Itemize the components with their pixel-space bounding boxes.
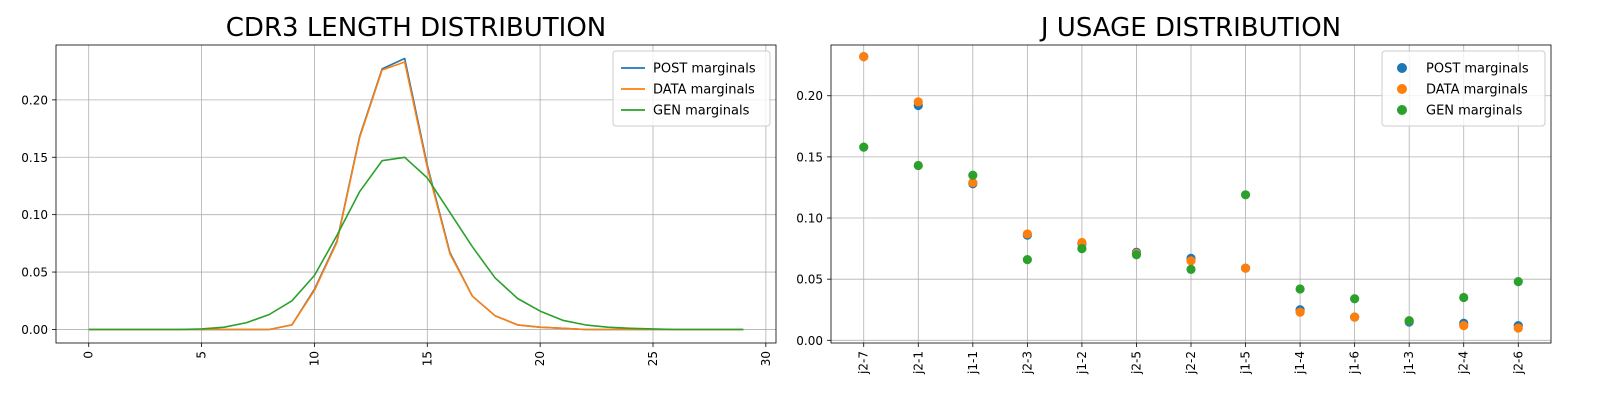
point-gen-marginals-j1-6	[1350, 294, 1360, 304]
y-tick-label: 0.15	[796, 150, 823, 164]
legend-label-data-marginals: DATA marginals	[653, 83, 755, 98]
x-tick-label: j1-3	[1402, 351, 1416, 375]
series-gen-marginals	[859, 142, 1523, 326]
point-data-marginals-j2-4	[1459, 321, 1469, 331]
legend-label-data-marginals: DATA marginals	[1426, 83, 1528, 98]
x-tick-label: j2-7	[857, 351, 871, 375]
legend-box	[1381, 50, 1546, 127]
point-gen-marginals-j2-2	[1186, 264, 1196, 274]
x-tick-label: j1-6	[1348, 351, 1362, 375]
legend-swatch-gen-marginals	[1397, 105, 1407, 115]
y-tick-label: 0.05	[796, 273, 823, 287]
point-gen-marginals-j1-2	[1077, 243, 1087, 254]
y-tick-label: 0.20	[796, 89, 823, 103]
point-gen-marginals-j1-5	[1240, 190, 1251, 200]
x-tick-label: 5	[195, 351, 209, 359]
x-tick-label: j2-6	[1511, 351, 1525, 375]
legend-label-gen-marginals: GEN marginals	[1426, 104, 1523, 119]
point-data-marginals-j2-3	[1022, 229, 1032, 239]
legend-swatch-post-marginals	[1397, 63, 1407, 73]
x-tick-label: j2-4	[1457, 351, 1471, 375]
point-data-marginals-j2-1	[913, 97, 923, 107]
x-tick-label: j2-1	[911, 351, 925, 375]
x-tick-label: 0	[82, 351, 96, 359]
legend: POST marginals DATA marginals GEN marginal…	[612, 50, 771, 127]
legend-box	[612, 50, 771, 127]
point-gen-marginals-j1-4	[1295, 284, 1305, 294]
x-tick-label: 25	[646, 351, 660, 366]
chart-cdr3-length: CDR3 LENGTH DISTRIBUTION 0 5 10 15 20 25 30 0.00…	[21, 13, 777, 366]
point-data-marginals-j2-7	[859, 52, 869, 62]
plot-frame	[55, 44, 777, 344]
point-gen-marginals-j2-4	[1459, 292, 1469, 303]
point-gen-marginals-j2-6	[1513, 277, 1523, 287]
legend-label-post-marginals: POST marginals	[653, 62, 756, 77]
x-tick-label: 20	[533, 351, 547, 366]
point-gen-marginals-j1-3	[1404, 316, 1414, 326]
y-grid	[56, 99, 776, 330]
point-gen-marginals-j2-5	[1131, 250, 1142, 260]
x-tick-label: j2-2	[1184, 351, 1198, 375]
y-tick-label: 0.10	[21, 208, 48, 222]
chart-title: CDR3 LENGTH DISTRIBUTION	[226, 13, 606, 43]
y-tick-label: 0.00	[21, 323, 48, 337]
x-tick-label: j1-4	[1293, 351, 1307, 375]
chart-j-usage: J USAGE DISTRIBUTION j2-7 j2-1 j1-1 j2-3 j1-2…	[796, 13, 1552, 375]
x-tick-label: 30	[759, 351, 773, 366]
legend: POST marginals DATA marginals GEN marginal…	[1381, 50, 1546, 127]
y-tick-label: 0.05	[21, 266, 48, 280]
x-tick-label: 10	[307, 351, 321, 366]
legend-label-post-marginals: POST marginals	[1426, 62, 1529, 77]
y-tick-label: 0.15	[21, 151, 48, 165]
point-gen-marginals-j1-1	[968, 170, 978, 180]
x-tick-label: j1-1	[966, 351, 980, 375]
point-data-marginals-j1-4	[1295, 307, 1305, 317]
point-data-marginals-j1-6	[1350, 312, 1360, 322]
point-data-marginals-j2-2	[1186, 256, 1196, 266]
legend-label-gen-marginals: GEN marginals	[653, 104, 750, 119]
x-tick-label: j1-5	[1239, 351, 1253, 375]
chart-title: J USAGE DISTRIBUTION	[1039, 13, 1341, 43]
x-tick-label: 15	[420, 351, 434, 366]
point-data-marginals-j2-6	[1513, 323, 1523, 333]
point-gen-marginals-j2-3	[1022, 255, 1032, 265]
x-tick-label: j2-5	[1129, 351, 1143, 375]
y-tick-label: 0.10	[796, 212, 823, 226]
y-tick-label: 0.00	[796, 334, 823, 348]
point-data-marginals-j1-1	[968, 177, 978, 188]
legend-swatch-data-marginals	[1397, 84, 1407, 94]
point-gen-marginals-j2-1	[913, 160, 923, 171]
series-line-gen-marginals	[88, 156, 744, 331]
y-tick-label: 0.20	[21, 93, 48, 107]
x-tick-label: j1-2	[1075, 351, 1089, 375]
point-gen-marginals-j2-7	[859, 142, 869, 152]
plot-frame	[830, 44, 1552, 344]
point-data-marginals-j1-5	[1240, 263, 1251, 273]
x-tick-label: j2-3	[1020, 351, 1034, 375]
